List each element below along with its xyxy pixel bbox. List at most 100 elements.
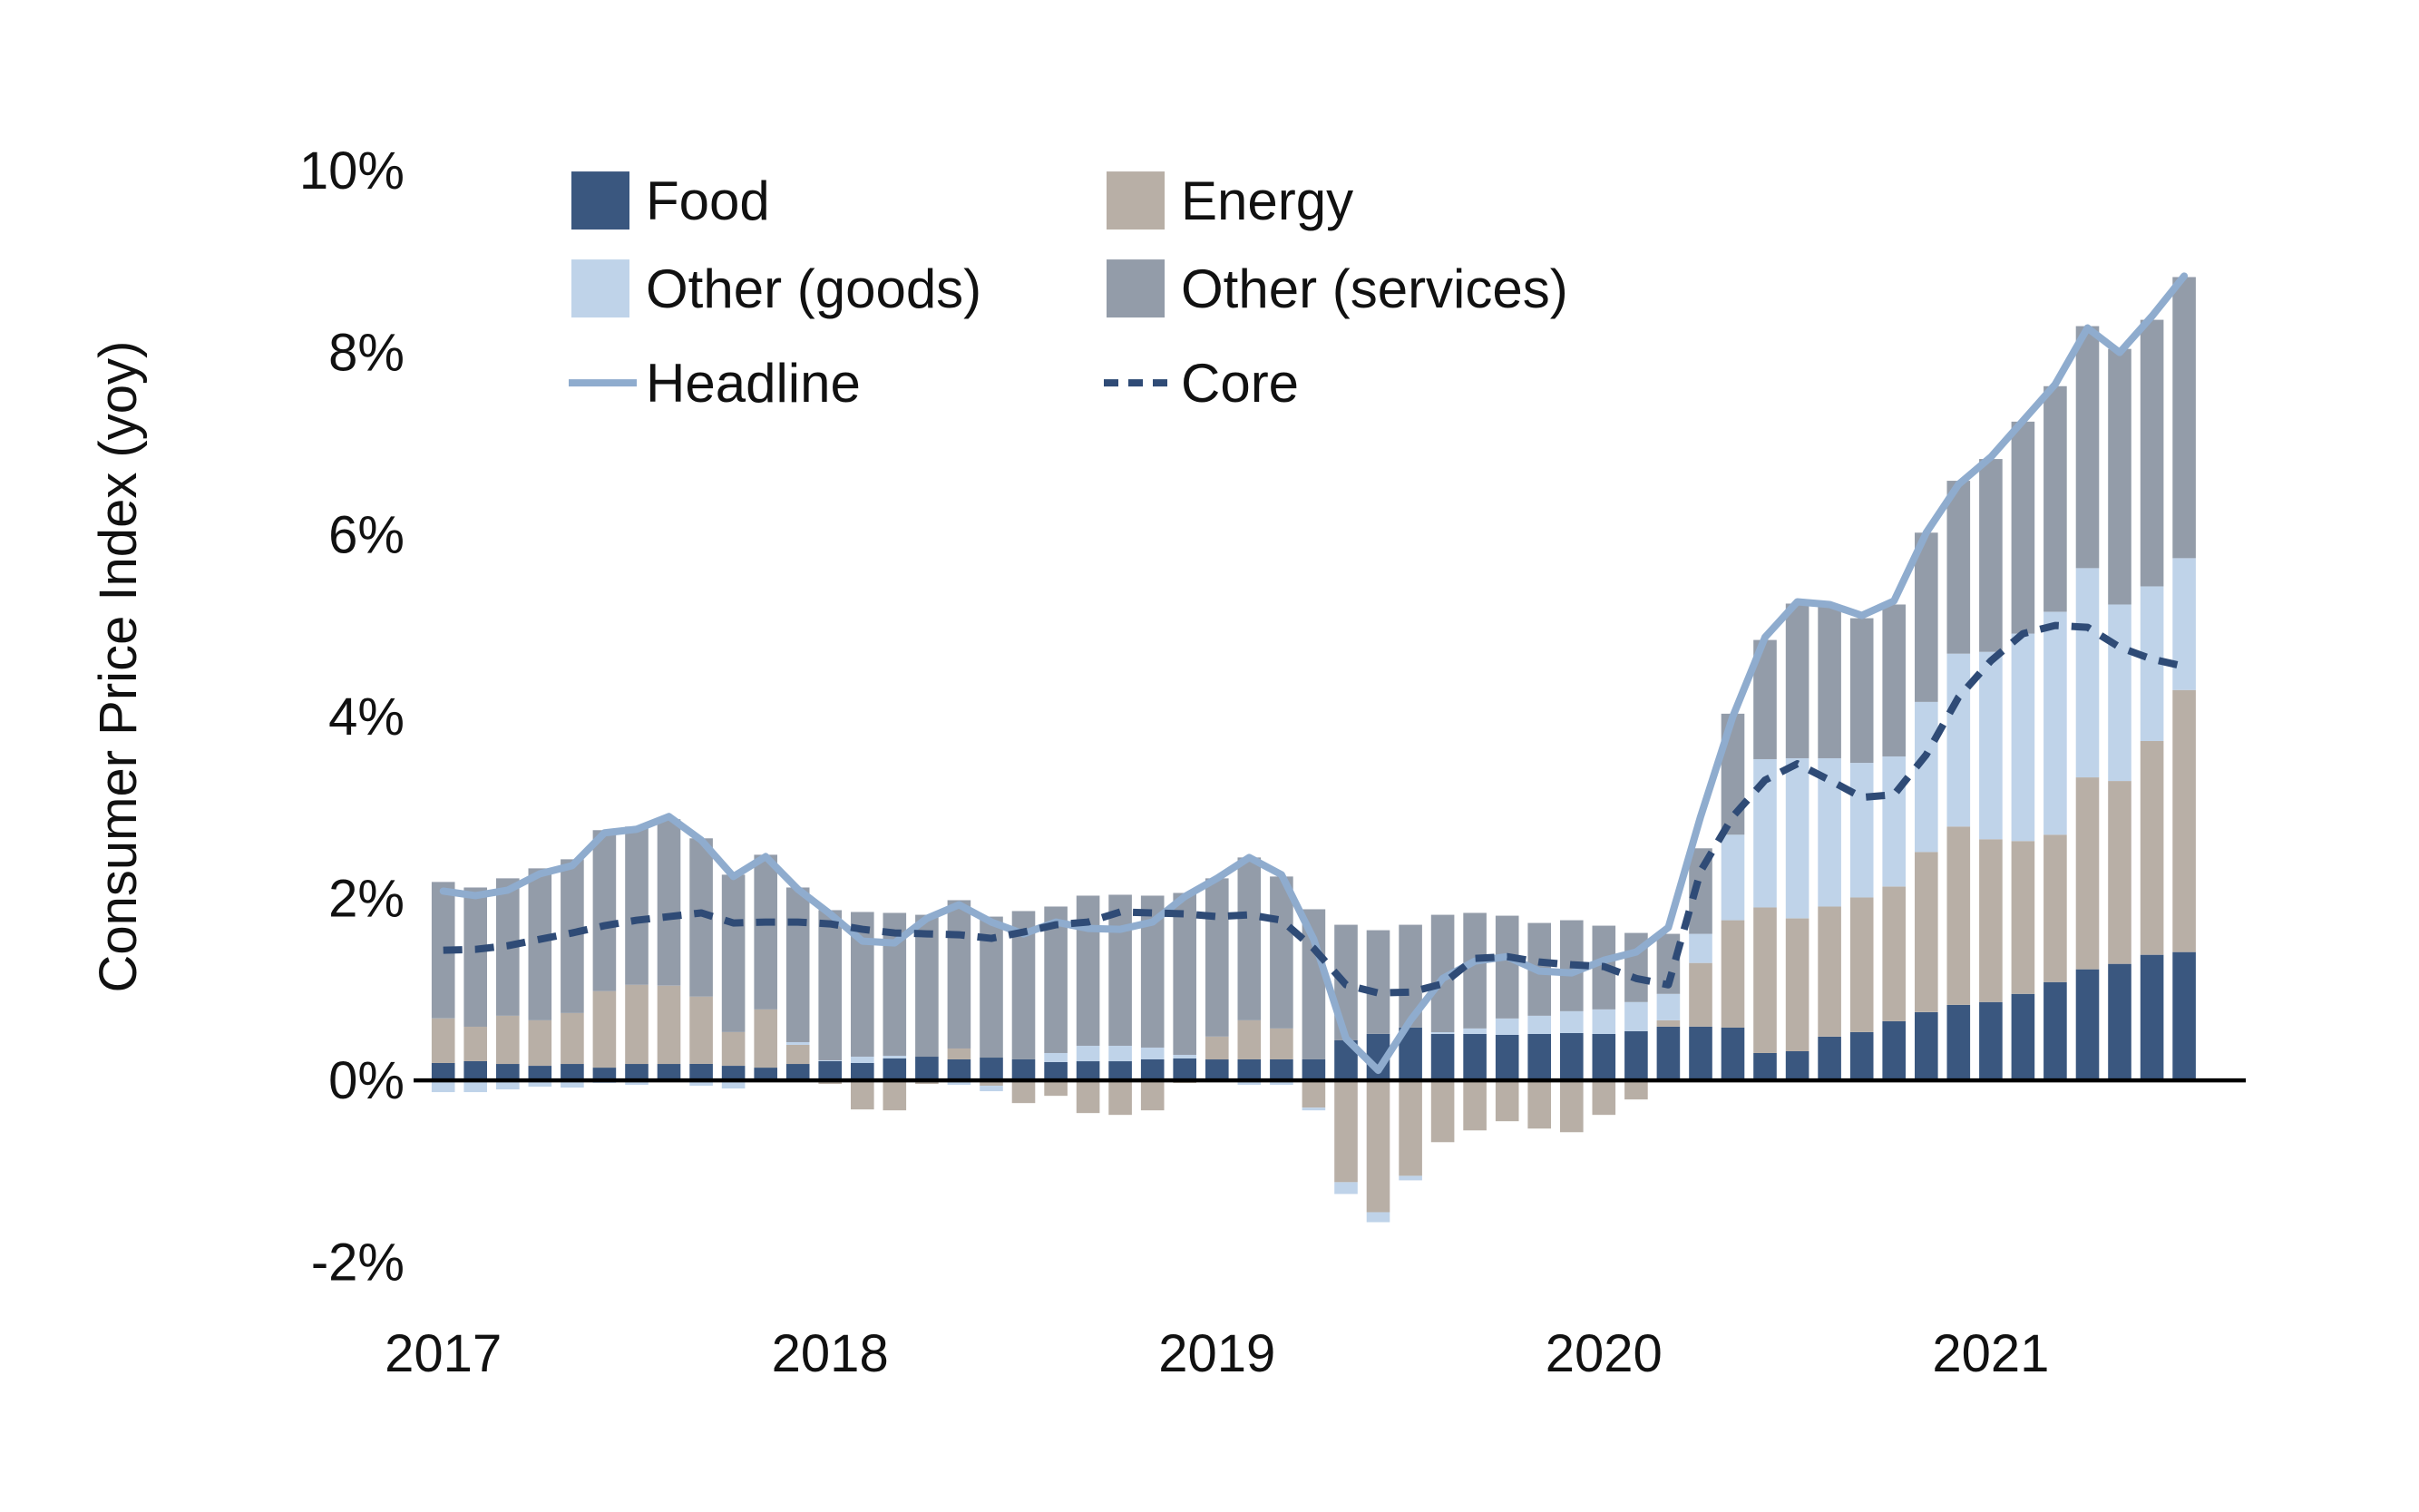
- bar-segment-energy: [2075, 777, 2100, 970]
- bar-segment-energy: [851, 1080, 874, 1110]
- bar-segment-energy: [1818, 906, 1841, 1037]
- bar-segment-other_goods: [689, 1080, 713, 1087]
- bar-segment-other_services: [785, 887, 810, 1042]
- bar-segment-energy: [1721, 920, 1745, 1028]
- bar-segment-energy: [657, 985, 681, 1065]
- bar-segment-other_goods: [1334, 1182, 1358, 1195]
- bar-segment-other_goods: [851, 1056, 874, 1063]
- bar-segment-energy: [785, 1044, 810, 1065]
- bar-segment-other_services: [2043, 385, 2067, 612]
- bar-segment-other_goods: [1076, 1045, 1100, 1062]
- bar-segment-food: [1430, 1033, 1455, 1081]
- bar-segment-other_goods: [1915, 701, 1938, 853]
- x-year-label: 2020: [1546, 1324, 1663, 1383]
- bar-segment-other_services: [1270, 876, 1293, 1029]
- bar-segment-other_goods: [2075, 568, 2100, 778]
- y-tick-label: 6%: [328, 505, 405, 564]
- bar-segment-food: [1237, 1058, 1262, 1081]
- legend-label-headline: Headline: [646, 353, 861, 414]
- bar-segment-energy: [1430, 1080, 1455, 1143]
- bar-segment-energy: [1592, 1080, 1616, 1116]
- x-year-label: 2019: [1158, 1324, 1275, 1383]
- bar-segment-food: [1044, 1061, 1068, 1081]
- bar-segment-other_goods: [1946, 653, 1971, 827]
- bar-segment-other_goods: [1237, 1080, 1262, 1086]
- bar-segment-energy: [1624, 1080, 1648, 1100]
- bar-segment-food: [1140, 1058, 1165, 1081]
- bar-segment-other_services: [818, 910, 842, 1060]
- bar-segment-food: [1527, 1033, 1551, 1081]
- bar-segment-other_services: [1979, 459, 2003, 652]
- bar-segment-other_goods: [1624, 1001, 1648, 1031]
- bar-segment-food: [1882, 1020, 1906, 1081]
- bar-segment-other_goods: [1495, 1018, 1519, 1035]
- bar-segment-food: [1270, 1058, 1293, 1081]
- bar-segment-other_goods: [1560, 1010, 1584, 1033]
- bar-segment-food: [496, 1063, 520, 1081]
- bar-segment-food: [851, 1062, 874, 1081]
- y-tick-label: 10%: [299, 141, 405, 200]
- bar-segment-other_goods: [1044, 1052, 1068, 1062]
- bar-segment-energy: [561, 1012, 584, 1065]
- bar-segment-other_goods: [1463, 1028, 1487, 1034]
- bar-segment-food: [1624, 1030, 1648, 1081]
- bar-segment-other_goods: [2108, 604, 2131, 782]
- y-tick-label: -2%: [311, 1234, 405, 1293]
- bar-segment-food: [463, 1060, 487, 1081]
- bar-segment-energy: [1237, 1019, 1262, 1059]
- bar-segment-other_services: [1076, 895, 1100, 1046]
- bar-segment-other_services: [1849, 618, 1874, 764]
- bar-segment-food: [1463, 1033, 1487, 1081]
- y-tick-label: 4%: [328, 688, 405, 746]
- bar-segment-energy: [1915, 852, 1938, 1012]
- bar-segment-energy: [2043, 834, 2067, 982]
- bar-segment-energy: [1495, 1080, 1519, 1122]
- bar-segment-other_goods: [528, 1080, 552, 1088]
- bar-segment-energy: [2108, 781, 2131, 964]
- y-axis-title: Consumer Price Index (yoy): [89, 341, 148, 993]
- bar-segment-other_services: [1044, 906, 1068, 1053]
- bar-segment-energy: [1689, 962, 1712, 1027]
- bar-segment-other_goods: [1173, 1054, 1196, 1058]
- x-year-label: 2018: [772, 1324, 889, 1383]
- bar-segment-other_services: [528, 868, 552, 1020]
- bar-segment-other_goods: [2011, 633, 2035, 842]
- x-year-label: 2021: [1932, 1324, 2049, 1383]
- bar-segment-food: [1108, 1060, 1132, 1081]
- bar-segment-energy: [1076, 1080, 1100, 1114]
- bar-segment-energy: [1560, 1080, 1584, 1133]
- bar-segment-food: [1818, 1036, 1841, 1081]
- bar-segment-food: [818, 1060, 842, 1081]
- bar-segment-other_goods: [1527, 1015, 1551, 1034]
- bar-segment-other_services: [1108, 894, 1132, 1046]
- legend-swatch-other_services: [1107, 259, 1165, 318]
- bar-segment-food: [980, 1057, 1003, 1081]
- bar-segment-other_goods: [1302, 1107, 1326, 1111]
- bar-segment-other_goods: [1882, 756, 1906, 887]
- bar-segment-other_goods: [1849, 763, 1874, 898]
- bar-segment-food: [1205, 1058, 1229, 1081]
- bar-segment-energy: [1334, 1080, 1358, 1183]
- bar-segment-other_goods: [818, 1059, 842, 1061]
- y-tick-label: 0%: [328, 1051, 405, 1110]
- bar-segment-other_services: [2108, 348, 2131, 605]
- bar-segment-food: [721, 1066, 746, 1081]
- bar-segment-other_goods: [1270, 1080, 1293, 1086]
- bar-segment-food: [2043, 981, 2067, 1081]
- bar-segment-other_goods: [1721, 834, 1745, 921]
- bar-segment-food: [1560, 1032, 1584, 1081]
- bar-segment-energy: [1849, 897, 1874, 1032]
- bar-segment-energy: [1753, 907, 1777, 1053]
- bar-segment-other_goods: [463, 1080, 487, 1093]
- bar-segment-other_goods: [1785, 757, 1809, 919]
- x-axis-year-labels: 2017 2018 2019 2020 2021: [385, 1324, 2049, 1383]
- bar-segment-energy: [1108, 1080, 1132, 1116]
- bar-segment-energy: [625, 984, 649, 1065]
- bar-segment-energy: [689, 996, 713, 1064]
- legend-swatch-energy: [1107, 171, 1165, 230]
- bar-segment-other_goods: [980, 1086, 1003, 1092]
- bar-segment-energy: [1399, 1080, 1422, 1176]
- bar-segment-other_goods: [561, 1080, 584, 1088]
- bar-segment-other_services: [463, 887, 487, 1027]
- bar-segment-energy: [1979, 839, 2003, 1002]
